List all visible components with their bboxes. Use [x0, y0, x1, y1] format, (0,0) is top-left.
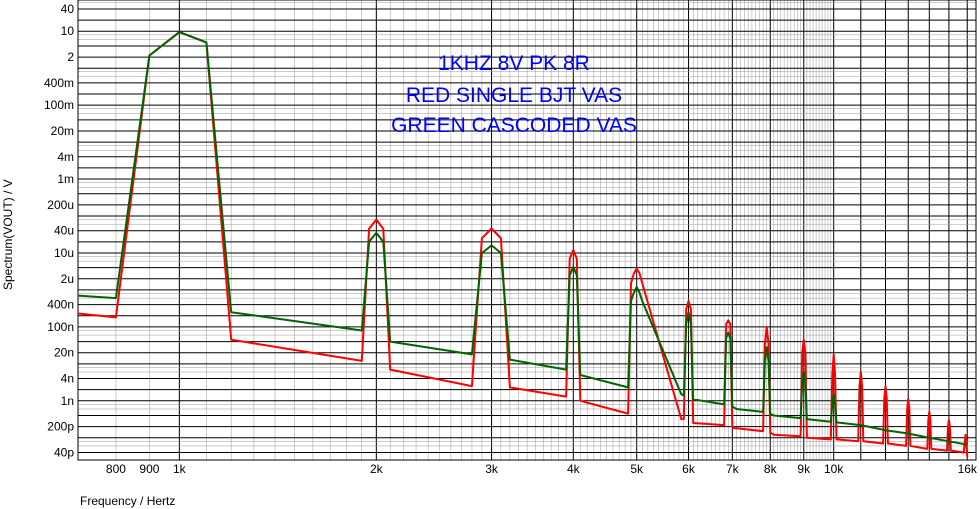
y-tick-label: 4n: [61, 372, 74, 386]
y-tick-label: 2: [67, 50, 74, 64]
y-tick-label: 200u: [47, 198, 74, 212]
x-axis-label: Frequency / Hertz: [80, 494, 175, 508]
y-tick-label: 400m: [44, 76, 74, 90]
y-axis-label: Spectrum(VOUT) / V: [1, 179, 15, 290]
y-tick-label: 40u: [54, 224, 74, 238]
y-tick-label: 10: [61, 24, 75, 38]
x-tick-label: 7k: [726, 462, 740, 476]
annotation-3: GREEN CASCODED VAS: [391, 114, 637, 137]
y-tick-label: 1m: [57, 172, 74, 186]
x-tick-label: 3k: [485, 462, 499, 476]
y-tick-label: 200p: [47, 420, 74, 434]
y-tick-label: 20m: [51, 124, 74, 138]
series-lines: [77, 31, 969, 458]
y-tick-label: 10u: [54, 246, 74, 260]
y-tick-label: 1n: [61, 394, 74, 408]
y-tick-label: 100n: [47, 320, 74, 334]
x-tick-labels: 800 900 1k 2k 3k 4k 5k 6k 7k 8k 9k 10k 16k: [106, 462, 978, 476]
x-tick-label: 9k: [797, 462, 811, 476]
x-tick-label: 2k: [370, 462, 384, 476]
y-tick-label: 400n: [47, 298, 74, 312]
annotation-1: 1KHZ 8V PK 8R: [438, 52, 590, 75]
y-tick-label: 2u: [61, 272, 74, 286]
x-tick-label: 4k: [567, 462, 581, 476]
y-tick-label: 40: [61, 2, 75, 16]
x-tick-label: 800: [106, 462, 126, 476]
y-tick-label: 20n: [54, 346, 74, 360]
plot-frame: [77, 0, 977, 461]
series-line-green: [77, 31, 968, 446]
x-tick-label: 5k: [630, 462, 644, 476]
x-tick-label: 1k: [173, 462, 187, 476]
x-tick-label: 8k: [764, 462, 778, 476]
y-tick-label: 100m: [44, 98, 74, 112]
y-tick-label: 40p: [54, 445, 74, 459]
y-tick-labels: 40 10 2 400m 100m 20m 4m 1m 200u 40u 10u 2u 400n 100n…: [44, 2, 74, 459]
x-tick-label: 10k: [824, 462, 844, 476]
annotation-2: RED SINGLE BJT VAS: [406, 84, 622, 107]
series-line-red: [77, 31, 969, 458]
x-tick-label: 6k: [682, 462, 696, 476]
x-tick-label: 16k: [958, 462, 978, 476]
x-tick-label: 900: [139, 462, 159, 476]
y-tick-label: 4m: [57, 150, 74, 164]
